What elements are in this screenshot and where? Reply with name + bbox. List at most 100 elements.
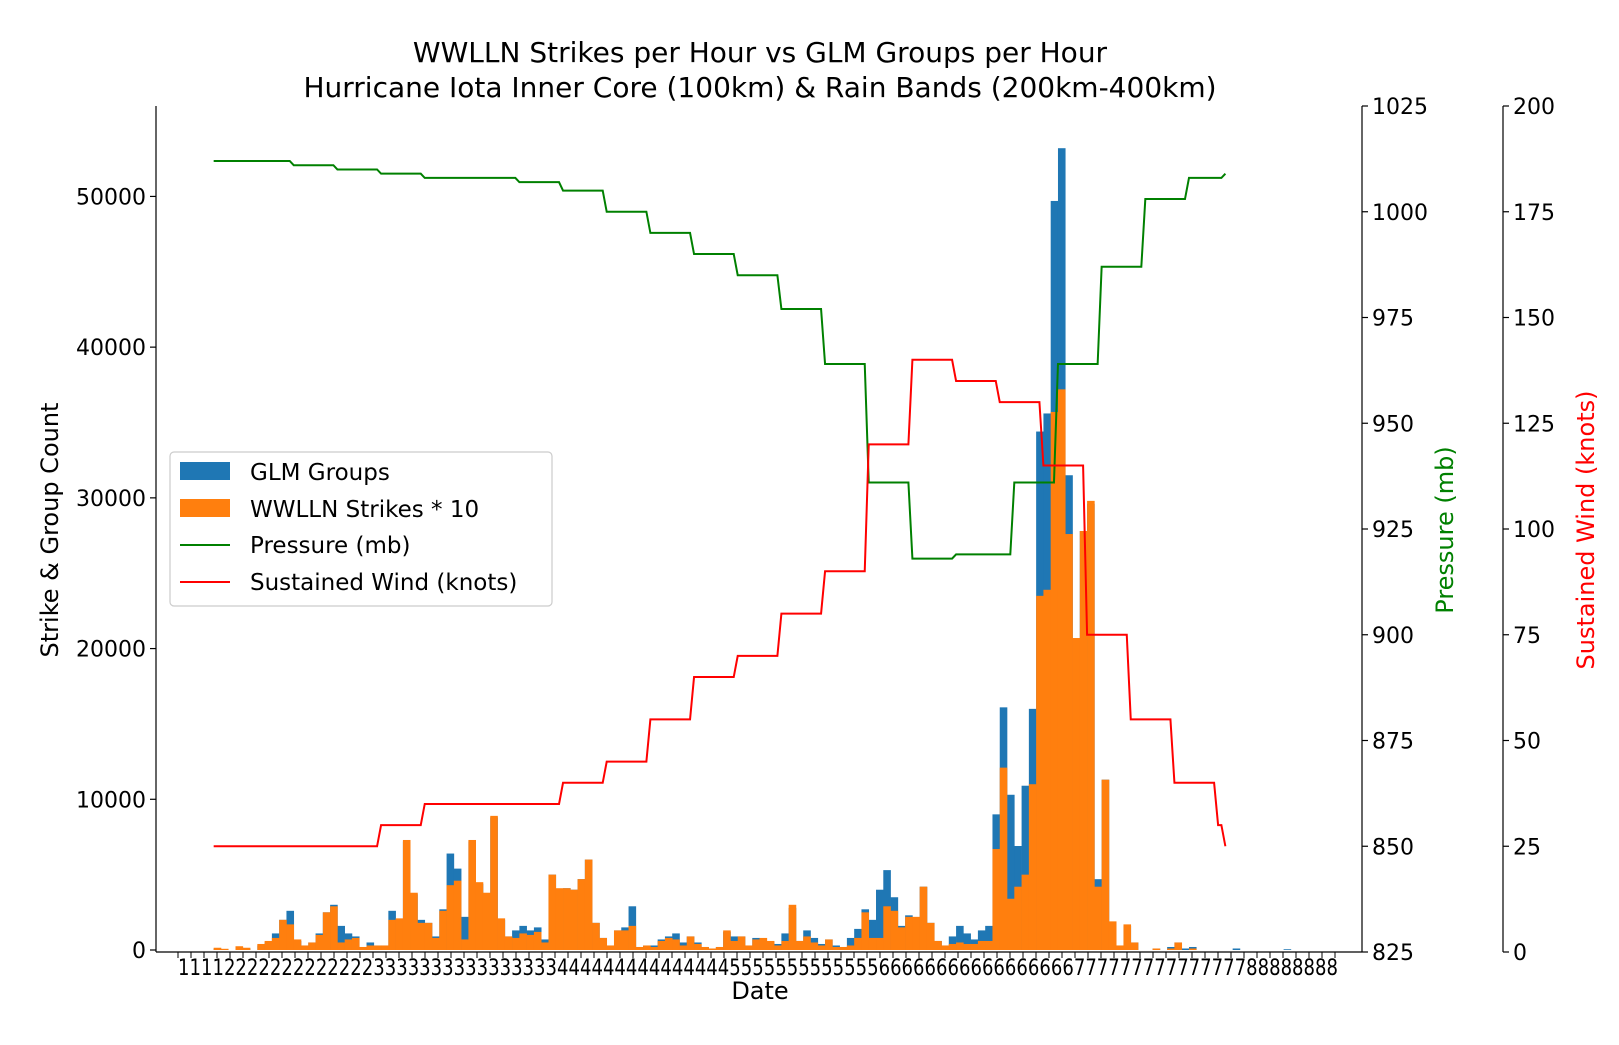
- wind-tick-label: 150: [1513, 307, 1555, 332]
- wwlln-bar: [286, 924, 295, 950]
- wwlln-bar: [366, 945, 375, 950]
- wwlln-bar: [344, 939, 353, 950]
- legend-swatch-wwlln: [180, 499, 230, 517]
- wwlln-bar: [956, 942, 964, 950]
- wwlln-bar: [883, 906, 891, 950]
- wwlln-bar: [584, 859, 593, 950]
- wwlln-bar: [468, 839, 476, 950]
- wwlln-bar: [1188, 948, 1197, 950]
- wind-tick-label: 200: [1513, 95, 1555, 120]
- wwlln-bar: [322, 912, 331, 950]
- glm-bar: [963, 933, 971, 950]
- wwlln-bar: [475, 882, 484, 950]
- wwlln-bar: [402, 839, 411, 950]
- pressure-tick-label: 900: [1372, 624, 1414, 649]
- wwlln-bar: [1050, 411, 1059, 950]
- glm-bar: [1181, 948, 1190, 950]
- wwlln-bar: [446, 885, 455, 950]
- glm-bar: [948, 936, 957, 950]
- wwlln-bar: [315, 934, 324, 950]
- wwlln-bar: [919, 886, 928, 950]
- wwlln-bar: [759, 937, 768, 950]
- y-tick-label: 40000: [76, 336, 146, 361]
- wwlln-bar: [592, 922, 600, 950]
- wwlln-bar: [723, 930, 731, 950]
- pressure-tick-label: 925: [1372, 518, 1414, 543]
- wind-tick-label: 125: [1513, 412, 1555, 437]
- wwlln-bar: [854, 937, 862, 950]
- pressure-axis-label: Pressure (mb): [1431, 446, 1459, 613]
- legend-label-wind: Sustained Wind (knots): [250, 570, 517, 596]
- wwlln-bar: [621, 930, 629, 950]
- wwlln-bar: [643, 945, 651, 950]
- wwlln-bar: [766, 940, 775, 950]
- wwlln-bar: [992, 849, 1001, 950]
- wwlln-bar: [1036, 595, 1044, 950]
- wwlln-bar: [999, 767, 1008, 950]
- wwlln-bar: [1174, 942, 1183, 950]
- series-lines: [213, 159, 1227, 848]
- wwlln-bar: [745, 945, 753, 950]
- wwlln-bar: [694, 943, 702, 950]
- wwlln-bar: [1116, 945, 1124, 950]
- wwlln-bar: [752, 939, 760, 950]
- wwlln-bar: [781, 940, 789, 950]
- wwlln-bar: [257, 943, 265, 950]
- wwlln-bar: [417, 922, 426, 950]
- wwlln-bar: [599, 937, 608, 950]
- chart-subtitle: Hurricane Iota Inner Core (100km) & Rain…: [303, 71, 1216, 104]
- wwlln-bar: [803, 936, 811, 950]
- wind-tick-label: 100: [1513, 518, 1555, 543]
- wwlln-bar: [213, 947, 222, 950]
- pressure-tick-label: 825: [1372, 941, 1414, 966]
- wwlln-bar: [657, 940, 666, 950]
- wwlln-bar: [679, 945, 688, 950]
- wwlln-bar: [970, 943, 979, 950]
- wwlln-bar: [890, 910, 899, 950]
- glm-bar: [876, 889, 884, 950]
- wind-tick-label: 50: [1513, 730, 1541, 755]
- glm-bar: [1283, 949, 1292, 950]
- wind-tick-label: 0: [1513, 941, 1527, 966]
- y-tick-label: 20000: [76, 638, 146, 663]
- wwlln-bar: [708, 948, 717, 950]
- wwlln-bar: [308, 942, 316, 950]
- wwlln-bar: [905, 916, 913, 950]
- wwlln-bar: [424, 922, 433, 950]
- wind-tick-label: 175: [1513, 201, 1555, 226]
- glm-bar: [1021, 785, 1030, 950]
- x-tick-labels: 11​1122222222222223333333333333333444444…: [178, 956, 1338, 981]
- wwlln-bar: [1130, 942, 1139, 950]
- y-tick-label: 0: [132, 939, 146, 964]
- wwlln-bar: [337, 942, 345, 950]
- wwlln-bar: [1028, 784, 1037, 950]
- pressure-tick-label: 875: [1372, 730, 1414, 755]
- wwlln-bar: [1079, 531, 1088, 950]
- wwlln-bar: [628, 925, 637, 950]
- wwlln-bar: [1152, 948, 1161, 950]
- wwlln-bar: [737, 936, 746, 950]
- wwlln-bar: [912, 916, 920, 950]
- wwlln-bar: [410, 892, 418, 950]
- wwlln-bar: [271, 937, 280, 950]
- wwlln-bar: [490, 815, 498, 950]
- wwlln-bar: [242, 947, 251, 950]
- y-tick-label: 10000: [76, 788, 146, 813]
- wwlln-bar: [963, 943, 971, 950]
- wwlln-bar: [461, 939, 469, 950]
- wwlln-bar: [381, 945, 389, 950]
- wwlln-bar: [359, 946, 367, 950]
- wwlln-bar: [1007, 898, 1015, 950]
- wwlln-bar: [555, 888, 564, 950]
- wwlln-bar: [526, 934, 535, 950]
- wwlln-bar: [832, 946, 840, 950]
- wwlln-bar: [1123, 924, 1132, 950]
- pressure-tick-label: 950: [1372, 412, 1414, 437]
- wwlln-bar: [482, 892, 491, 950]
- wwlln-bars: [213, 389, 1197, 950]
- wwlln-bar: [606, 945, 615, 950]
- axes: 0100002000030000400005000082585087590092…: [76, 95, 1555, 966]
- wwlln-bar: [1065, 534, 1073, 950]
- wwlln-bar: [577, 879, 586, 950]
- wwlln-bar: [330, 906, 338, 950]
